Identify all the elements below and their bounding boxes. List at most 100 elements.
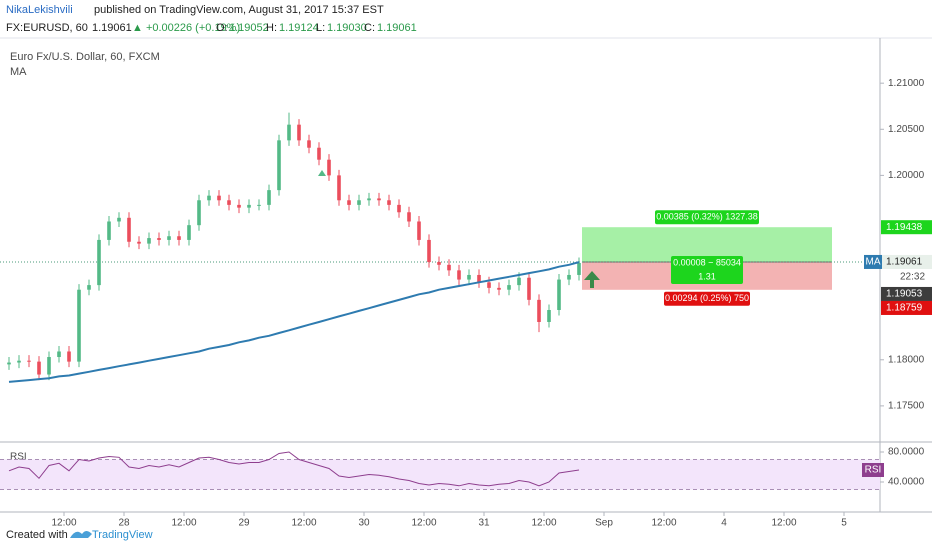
o-value: 1.19052	[229, 22, 269, 34]
entry-label-box	[671, 255, 743, 284]
created-with: Created with	[6, 529, 68, 541]
candle-body	[197, 200, 201, 226]
footer-area	[0, 518, 932, 550]
published: published on TradingView.com, August 31,…	[94, 4, 384, 16]
y-tick-label: 1.17500	[888, 401, 925, 412]
candle-body	[137, 241, 141, 244]
candle-body	[97, 239, 101, 286]
target-label: 0.00385 (0.32%) 1327.38	[656, 212, 758, 222]
ma-line	[8, 261, 580, 383]
entry-label: 1.31	[698, 271, 716, 281]
bid-price-box	[881, 286, 932, 301]
rsi-tick-label: 40.0000	[888, 477, 925, 488]
candle-body	[237, 204, 241, 208]
l-value: 1.19030	[327, 22, 367, 34]
stop-label-box	[664, 291, 750, 306]
y-tick-label: 1.21000	[888, 78, 925, 89]
last: 1.19061	[92, 22, 132, 34]
h-value: 1.19124	[279, 22, 319, 34]
candle-body	[147, 238, 151, 244]
rsi-band	[0, 459, 880, 490]
target-label-box	[655, 210, 759, 225]
candle-body	[437, 262, 441, 265]
signal-marker	[318, 170, 326, 176]
candle-body	[377, 198, 381, 201]
ma-tag-box	[864, 254, 882, 269]
author[interactable]: NikaLekishvili	[6, 4, 73, 16]
candle-body	[467, 274, 471, 280]
candle-body	[47, 357, 51, 375]
candle-body	[357, 200, 361, 205]
change: ▲ +0.00226 (+0.19%)	[132, 22, 240, 34]
x-tick-label: 5	[841, 518, 847, 529]
x-tick-label: 29	[238, 518, 250, 529]
x-tick-label: Sep	[595, 518, 613, 529]
candle-body	[87, 285, 91, 290]
target-price: 1.19438	[886, 222, 923, 233]
x-tick-label: 12:00	[411, 518, 436, 529]
candle-body	[517, 277, 521, 286]
candle-body	[317, 147, 321, 160]
x-tick-label: 4	[721, 518, 727, 529]
last-price-box	[881, 254, 932, 269]
h-label: H:	[266, 22, 277, 34]
candle-body	[547, 309, 551, 322]
candle-body	[397, 204, 401, 213]
candle-body	[127, 217, 131, 242]
candle-body	[457, 270, 461, 280]
candle-body	[297, 124, 301, 141]
entry-label: 0.00008 − 85034	[673, 257, 741, 267]
candle-body	[337, 175, 341, 201]
candle-body	[447, 264, 451, 271]
candle-body	[167, 236, 171, 240]
candle-body	[287, 124, 291, 141]
candle-body	[307, 140, 311, 148]
bid-price: 1.19053	[886, 289, 923, 300]
c-label: C:	[364, 22, 375, 34]
x-tick-label: 28	[118, 518, 130, 529]
stop-price: 1.18759	[886, 303, 923, 314]
candle-body	[217, 195, 221, 201]
x-tick-label: 12:00	[531, 518, 556, 529]
candle-body	[117, 217, 121, 222]
candle-body	[427, 239, 431, 263]
candle-body	[327, 159, 331, 176]
x-tick-label: 12:00	[51, 518, 76, 529]
rsi-tag-box	[862, 463, 884, 477]
rsi-legend: RSI	[10, 452, 27, 463]
candle-body	[7, 362, 11, 365]
symbol: FX:EURUSD, 60	[6, 22, 88, 34]
x-tick-label: 12:00	[291, 518, 316, 529]
x-tick-label: 12:00	[771, 518, 796, 529]
y-tick-label: 1.20000	[888, 170, 925, 181]
candle-body	[537, 299, 541, 322]
candle-body	[267, 190, 271, 205]
rsi-line	[8, 451, 580, 487]
candle-body	[67, 351, 71, 362]
brand[interactable]: TradingView	[92, 529, 153, 541]
ma-tag: MA	[866, 257, 881, 268]
candle-body	[37, 361, 41, 375]
candle-body	[187, 225, 191, 240]
y-tick-label: 1.18000	[888, 354, 925, 365]
chart-title: Euro Fx/U.S. Dollar, 60, FXCM	[10, 51, 160, 63]
stop-price-box	[881, 300, 932, 315]
candle-body	[157, 238, 161, 240]
x-tick-label: 31	[478, 518, 490, 529]
candle-body	[507, 285, 511, 290]
target-price-box	[881, 220, 932, 235]
candle-body	[17, 360, 21, 363]
brand-logo	[70, 531, 92, 538]
candle-body	[27, 360, 31, 362]
ma-legend: MA	[10, 66, 27, 78]
c-value: 1.19061	[377, 22, 417, 34]
o-label: O:	[216, 22, 228, 34]
candle-body	[207, 195, 211, 201]
candle-body	[567, 274, 571, 280]
rsi-tick-label: 80.0000	[888, 447, 925, 458]
candle-body	[177, 236, 181, 240]
candle-body	[367, 198, 371, 201]
l-label: L:	[316, 22, 325, 34]
candle-body	[487, 282, 491, 288]
